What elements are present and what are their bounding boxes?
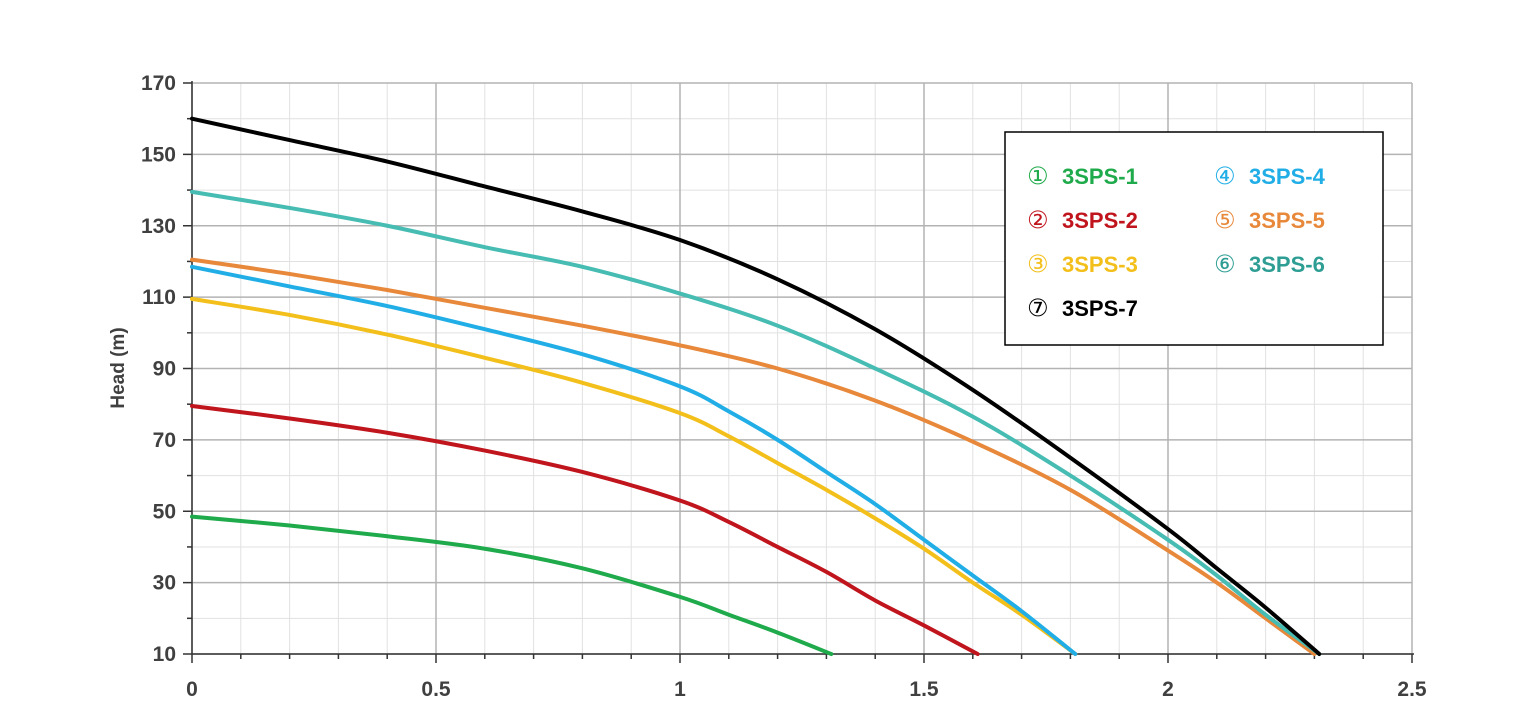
series-line-3sps-2	[190, 403, 980, 656]
y-tick-label: 90	[153, 358, 176, 381]
legend-item-3sps-6: ⑥ 3SPS-6	[1214, 250, 1325, 278]
legend-marker: ③	[1027, 250, 1049, 278]
y-tick-label: 150	[141, 143, 176, 166]
legend-marker: ②	[1027, 206, 1049, 234]
legend-item-3sps-2: ② 3SPS-2	[1027, 206, 1138, 234]
x-tick-label: 1	[674, 678, 686, 701]
y-tick-label: 110	[142, 286, 176, 309]
series-line-3sps-4	[190, 264, 1078, 656]
series-line-3sps-1	[190, 514, 834, 656]
x-tick-label: 2	[1162, 678, 1174, 701]
legend-marker: ⑥	[1214, 250, 1236, 278]
legend-box	[1004, 131, 1384, 346]
legend-marker: ⑦	[1027, 294, 1049, 322]
legend-label: 3SPS-4	[1249, 164, 1326, 189]
legend-item-3sps-7: ⑦ 3SPS-7	[1027, 294, 1138, 322]
legend-label: 3SPS-6	[1249, 252, 1325, 277]
legend-item-3sps-5: ⑤ 3SPS-5	[1214, 206, 1325, 234]
y-axis-title: Head (m)	[108, 327, 129, 408]
legend-item-3sps-4: ④ 3SPS-4	[1214, 162, 1326, 190]
legend-label: 3SPS-5	[1249, 208, 1325, 233]
y-tick-label: 10	[153, 643, 176, 666]
y-tick-label: 170	[141, 72, 176, 95]
y-tick-label: 70	[153, 429, 176, 452]
legend-label: 3SPS-3	[1062, 252, 1138, 277]
legend-label: 3SPS-2	[1062, 208, 1138, 233]
series-line-3sps-5	[190, 257, 1317, 656]
axes	[183, 81, 1414, 663]
series-line-3sps-6	[190, 189, 1322, 656]
x-tick-label: 0.5	[421, 678, 451, 701]
x-tick-label: 0	[186, 678, 198, 701]
x-tick-label: 2.5	[1397, 678, 1427, 701]
legend: ① 3SPS-1 ② 3SPS-2 ③ 3SPS-3 ④ 3SPS-4 ⑤ 3SPS-5 ⑥ 3SPS…	[1004, 131, 1384, 346]
legend-label: 3SPS-7	[1062, 296, 1138, 321]
y-tick-label: 50	[153, 500, 176, 523]
series-layer	[190, 116, 1322, 656]
tick-labels: 0 0.5 1 1.5 2 2.5 10 30 50 70 90 110 130 150 170	[141, 72, 1427, 701]
legend-marker: ⑤	[1214, 206, 1236, 234]
legend-label: 3SPS-1	[1062, 164, 1138, 189]
y-tick-label: 130	[141, 215, 176, 238]
legend-marker: ④	[1214, 162, 1236, 190]
legend-marker: ①	[1027, 162, 1049, 190]
x-tick-label: 1.5	[909, 678, 939, 701]
legend-item-3sps-1: ① 3SPS-1	[1027, 162, 1138, 190]
series-line-3sps-3	[190, 296, 1078, 656]
series-line-3sps-7	[190, 116, 1322, 656]
legend-item-3sps-3: ③ 3SPS-3	[1027, 250, 1138, 278]
y-tick-label: 30	[153, 572, 176, 595]
